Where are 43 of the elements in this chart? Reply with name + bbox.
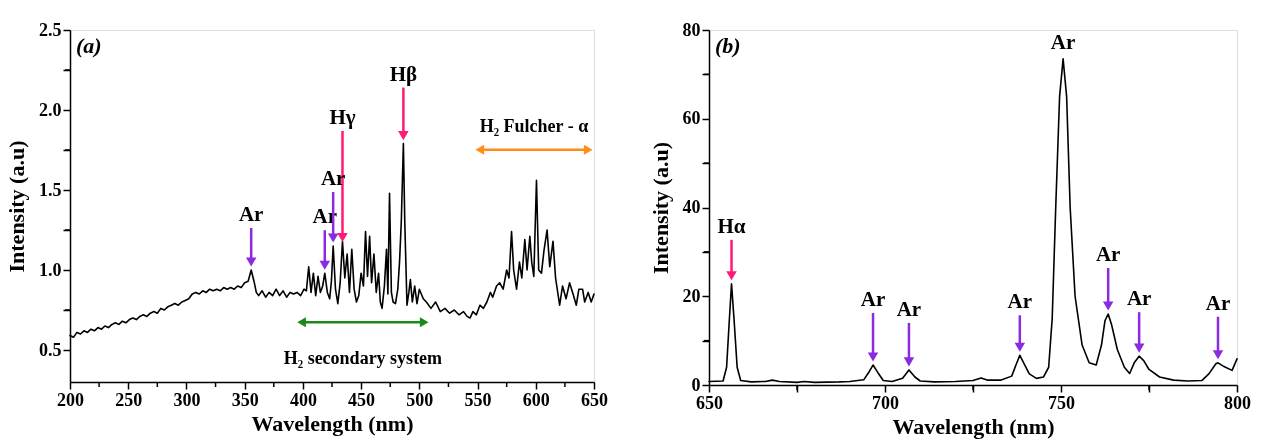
x-tick-label: 500 [406,389,434,410]
y-axis-title: Intensity (a.u) [4,140,29,273]
x-tick-label: 350 [231,389,259,410]
annotation: Hβ [389,61,418,86]
y-axis-title: Intensity (a.u) [647,141,673,275]
annotation: (a) [76,33,102,58]
x-tick-label: 400 [289,389,317,410]
x-tick-label: 250 [115,389,143,410]
x-tick-label: 600 [522,389,550,410]
annotation: Ar [1007,289,1033,314]
annotation: Ar [1095,242,1121,266]
y-tick-label: 80 [682,19,701,40]
x-tick-label: 550 [464,389,492,410]
x-axis-title: Wavelength (nm) [892,413,1055,439]
annotation: Ar [896,296,922,321]
annotation: H₂ Fulcher - α [479,115,589,136]
x-tick-label: 200 [57,389,84,410]
y-tick-label: 2.0 [39,99,62,120]
y-tick-label: 20 [682,285,701,306]
y-tick-label: 1.5 [39,179,62,200]
x-axis-title: Wavelength (nm) [251,410,414,436]
annotation: Ar [1205,290,1231,315]
annotation: (b) [715,33,741,58]
y-tick-label: 2.5 [39,19,62,40]
x-tick-label: 650 [581,389,608,410]
x-tick-label: 300 [173,389,201,410]
annotation: H₂ secondary system [283,348,443,369]
y-tick-label: 60 [682,108,701,129]
x-tick-label: 750 [1048,392,1075,413]
annotation: Ar [238,202,264,226]
y-tick-label: 0.5 [39,339,62,360]
annotation: Hα [717,213,746,238]
annotation: Ar [1126,286,1152,311]
annotation: Ar [1050,29,1076,54]
y-tick-label: 1.0 [39,259,62,280]
y-tick-label: 0 [691,374,701,395]
x-tick-label: 700 [872,392,899,413]
annotation: Ar [860,287,886,312]
annotation: Hγ [329,105,356,129]
x-tick-label: 450 [348,389,376,410]
x-tick-label: 800 [1224,392,1251,413]
y-tick-label: 40 [682,197,701,217]
x-tick-label: 650 [696,392,723,413]
